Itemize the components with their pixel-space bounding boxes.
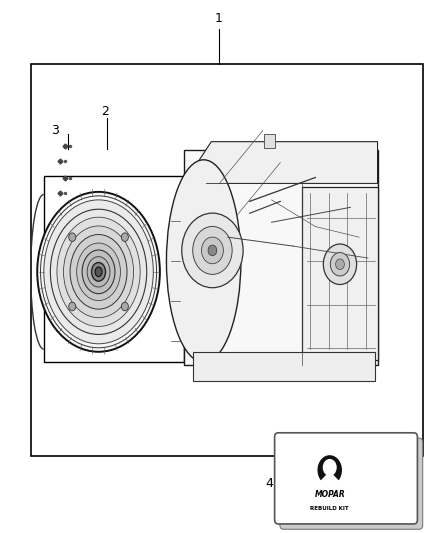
Circle shape [193,227,232,274]
FancyBboxPatch shape [184,150,378,365]
Ellipse shape [64,226,134,318]
Ellipse shape [37,192,160,352]
FancyBboxPatch shape [280,438,423,529]
Circle shape [323,244,357,285]
Ellipse shape [166,160,241,362]
Ellipse shape [57,217,140,326]
Circle shape [69,233,76,241]
Ellipse shape [70,235,127,309]
Ellipse shape [50,209,147,335]
Wedge shape [320,471,340,487]
Circle shape [336,259,344,270]
Text: 4: 4 [265,478,273,490]
Circle shape [330,253,350,276]
Bar [31,64,423,456]
Circle shape [182,213,243,288]
Circle shape [323,459,337,476]
Circle shape [318,455,342,485]
Circle shape [121,302,128,311]
Text: 3: 3 [51,124,59,137]
Circle shape [69,302,76,311]
Text: MOPAR: MOPAR [314,490,345,499]
Ellipse shape [95,267,102,277]
Ellipse shape [82,250,115,294]
FancyBboxPatch shape [275,433,417,524]
Circle shape [201,237,223,264]
Bar [44,176,184,362]
Ellipse shape [87,257,110,287]
FancyBboxPatch shape [302,187,378,360]
Text: 1: 1 [215,12,223,25]
Ellipse shape [77,243,120,301]
Circle shape [121,233,128,241]
Ellipse shape [92,263,106,281]
Bar [264,134,275,148]
Bar [328,480,332,485]
FancyBboxPatch shape [193,352,375,381]
Ellipse shape [44,200,153,344]
Polygon shape [184,142,378,183]
Text: REBUILD KIT: REBUILD KIT [311,506,349,512]
Text: 2: 2 [101,106,109,118]
Circle shape [208,245,217,256]
